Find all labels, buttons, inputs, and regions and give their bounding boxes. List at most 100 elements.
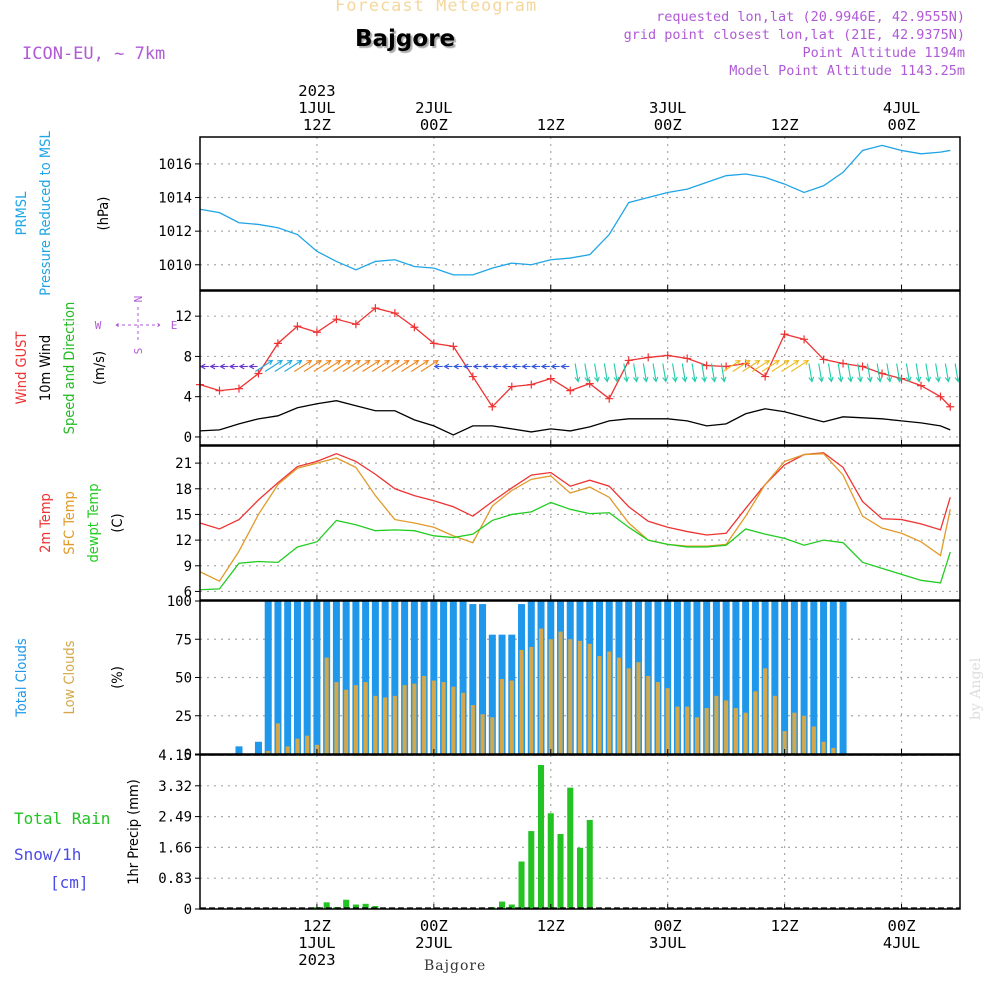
bar-total-clouds <box>342 601 350 754</box>
gust-marker <box>946 402 955 411</box>
y-tick-label: 1010 <box>158 258 192 274</box>
bottom-time-label: 12Z <box>537 917 565 935</box>
bar-low-clouds <box>285 746 290 754</box>
panel-frame <box>199 290 961 446</box>
bar-low-clouds <box>802 715 807 754</box>
gust-marker <box>585 379 594 388</box>
bar-total-clouds <box>732 601 740 754</box>
bar-low-clouds <box>782 731 787 754</box>
y-tick-label: 12 <box>175 533 192 549</box>
y-axis-title: 1hr Precip (mm) <box>126 779 142 885</box>
y-axis-title: (m/s) <box>92 351 108 385</box>
wind-arrow-head <box>905 376 912 383</box>
wind-direction-arrow <box>603 363 608 382</box>
gust-marker <box>293 322 302 331</box>
gust-marker <box>566 386 575 395</box>
wind-arrow-head <box>277 359 284 366</box>
bar-low-clouds <box>597 656 602 754</box>
wind-arrow-head <box>403 359 410 366</box>
gust-marker <box>624 356 633 365</box>
bar-total-clouds <box>742 601 750 754</box>
wind-direction-arrow <box>633 363 638 382</box>
bar-total-clouds <box>274 601 282 754</box>
bar-low-clouds <box>363 682 368 754</box>
bar-low-clouds <box>480 714 485 754</box>
gust-marker <box>780 330 789 339</box>
top-time-label: 00Z <box>888 116 916 134</box>
bar-low-clouds <box>431 680 436 754</box>
wind-arrow-head <box>432 359 439 366</box>
bar-total-clouds <box>722 601 730 754</box>
wind-arrow-head <box>711 376 717 383</box>
y-tick-label: 9 <box>184 559 192 575</box>
wind-direction-arrow <box>915 363 920 382</box>
wind-direction-arrow <box>574 363 579 382</box>
wind-arrow-head <box>248 363 255 370</box>
bar-low-clouds <box>490 717 495 754</box>
wind-arrow-head <box>393 359 400 366</box>
wind-direction-arrow <box>662 363 667 382</box>
gust-marker <box>312 328 321 337</box>
bar-total-clouds <box>332 601 340 754</box>
station-name: Bajgore <box>355 26 456 52</box>
top-time-label: 2JUL <box>415 99 452 117</box>
panel-1 <box>115 290 961 446</box>
bar-total-clouds <box>469 604 477 754</box>
bar-total-rain <box>362 903 369 909</box>
bar-total-clouds <box>683 601 691 754</box>
gust-marker <box>800 335 809 344</box>
wind-arrow-head <box>374 359 381 366</box>
series-line-2m-temp <box>199 452 951 536</box>
gust-marker <box>936 392 945 401</box>
wind-arrow-head <box>803 359 810 366</box>
wind-direction-arrow <box>732 360 751 372</box>
bar-total-clouds <box>430 601 438 754</box>
y-tick-label: 6 <box>184 584 192 600</box>
y-tick-label: 1.66 <box>158 840 192 856</box>
wind-direction-arrow <box>420 360 439 372</box>
wind-direction-arrow <box>886 363 891 382</box>
gust-marker <box>819 355 828 364</box>
bar-low-clouds <box>577 640 583 754</box>
gust-marker <box>371 304 380 313</box>
wind-arrow-head <box>701 376 707 383</box>
wind-arrow-head <box>773 359 780 366</box>
bar-total-clouds <box>771 601 779 754</box>
wind-direction-arrow <box>857 363 862 382</box>
bar-low-clouds <box>568 639 573 754</box>
bottom-time-label: 3JUL <box>649 934 686 952</box>
wind-direction-arrow <box>751 360 770 372</box>
bar-total-clouds <box>284 601 292 754</box>
y-tick-label: 4.15 <box>158 748 192 764</box>
bar-total-clouds <box>459 601 467 754</box>
top-time-label: 12Z <box>771 116 799 134</box>
bar-total-clouds <box>781 601 789 754</box>
wind-arrow-head <box>364 359 371 366</box>
wind-direction-arrow <box>672 363 677 382</box>
wind-direction-arrow <box>313 360 332 372</box>
point-altitude: Point Altitude 1194m <box>802 45 965 61</box>
bar-total-clouds <box>790 601 798 754</box>
gust-marker <box>683 354 692 363</box>
panel-frame <box>199 600 961 755</box>
bottom-time-label: 00Z <box>888 917 916 935</box>
wind-direction-arrow <box>837 363 842 382</box>
wind-arrow-head <box>584 376 591 383</box>
bar-total-clouds <box>293 601 301 754</box>
series-line-sfc-temp <box>199 453 951 583</box>
bar-low-clouds <box>675 706 680 754</box>
bar-total-clouds <box>440 601 448 754</box>
top-time-label: 12Z <box>303 116 331 134</box>
chart-title: Forecast Meteogram <box>335 0 538 16</box>
wind-arrow-head <box>720 376 727 383</box>
y-tick-label: 3.32 <box>158 779 192 795</box>
bar-low-clouds <box>500 679 505 754</box>
grid-point-coords: grid point closest lon,lat (21E, 42.9375… <box>623 27 965 43</box>
bar-total-clouds <box>401 601 409 754</box>
wind-arrow-head <box>209 363 216 370</box>
wind-arrow-head <box>915 376 922 383</box>
y-tick-label: 75 <box>175 632 192 648</box>
compass-east: E <box>171 319 178 332</box>
wind-direction-arrow <box>790 360 809 372</box>
